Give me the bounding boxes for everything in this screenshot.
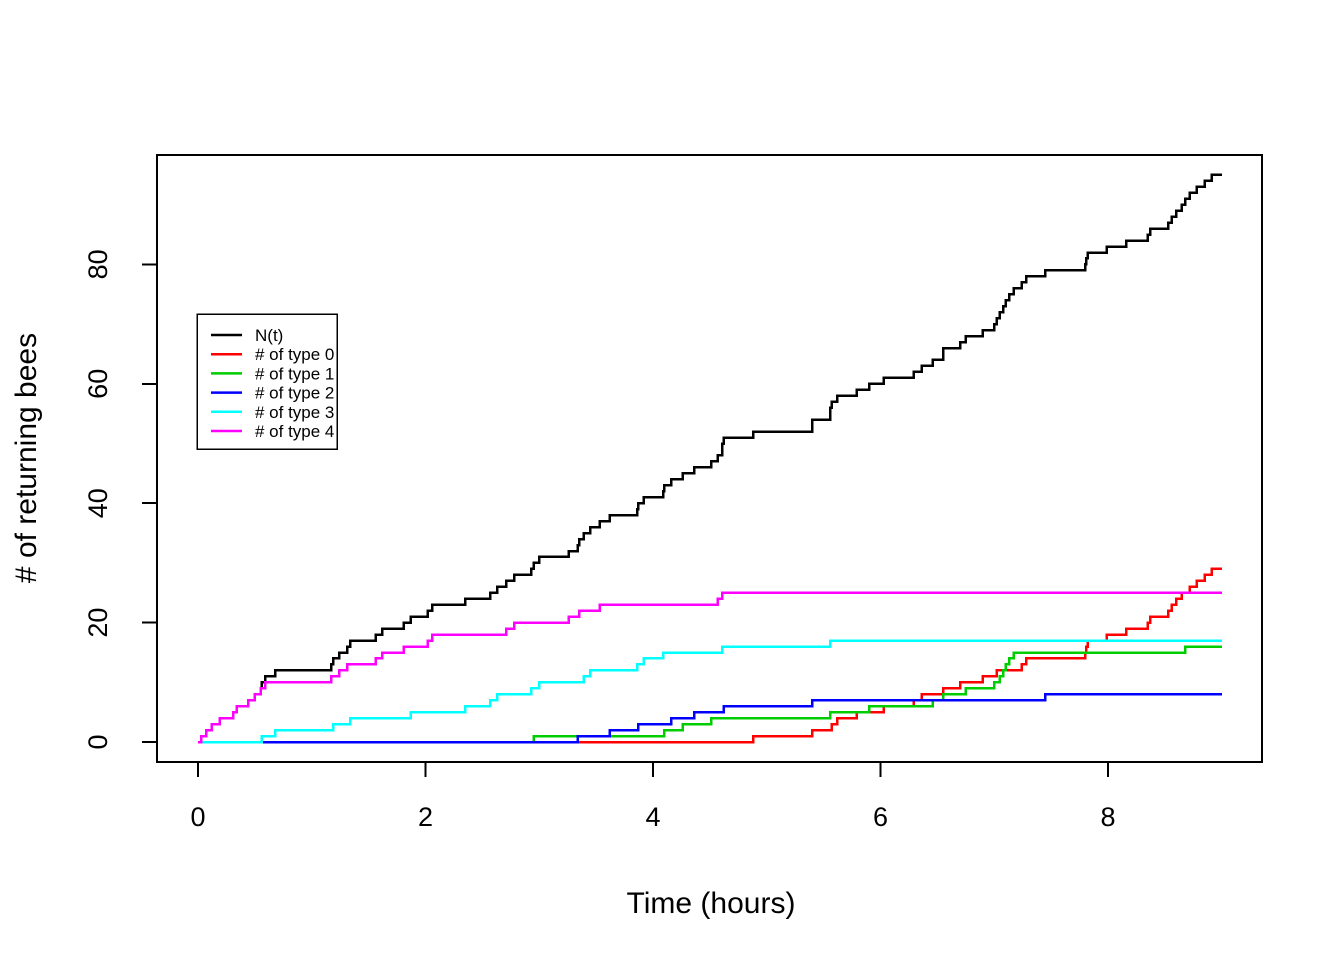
y-tick-label: 60 [83,369,113,399]
x-tick-label: 6 [873,802,888,832]
legend-entry: # of type 4 [211,422,334,441]
series-line-type4 [198,591,1222,744]
legend-box [196,313,338,450]
legend-entry: # of type 1 [211,364,334,383]
legend: N(t)# of type 0# of type 1# of type 2# o… [196,313,338,450]
x-tick-label: 0 [190,802,205,832]
series-lines [198,173,1222,744]
y-tick-label: 0 [83,734,113,749]
x-tick-label: 4 [645,802,660,832]
legend-entry: # of type 0 [211,345,334,364]
legend-entry: N(t) [211,326,283,345]
series-line-nt [198,173,1222,744]
legend-entry-label: N(t) [255,326,283,345]
legend-entry: # of type 2 [211,384,334,403]
legend-entry-label: # of type 3 [255,403,334,422]
y-tick-label: 20 [83,608,113,638]
legend-entry: # of type 3 [211,403,334,422]
series-line-type0 [198,567,1222,744]
x-tick-label: 8 [1100,802,1115,832]
series-line-type1 [198,645,1222,744]
legend-entry-label: # of type 4 [255,422,334,441]
plot-box [156,154,1263,763]
series-line-type3 [198,639,1222,744]
legend-entry-label: # of type 1 [255,364,334,383]
y-axis-title: # of returning bees [10,333,43,583]
x-axis-title: Time (hours) [627,887,796,920]
y-tick-label: 40 [83,488,113,518]
series-line-type2 [198,692,1222,744]
x-tick-label: 2 [418,802,433,832]
y-tick-label: 80 [83,249,113,279]
legend-entry-label: # of type 2 [255,384,334,403]
legend-entry-label: # of type 0 [255,345,334,364]
